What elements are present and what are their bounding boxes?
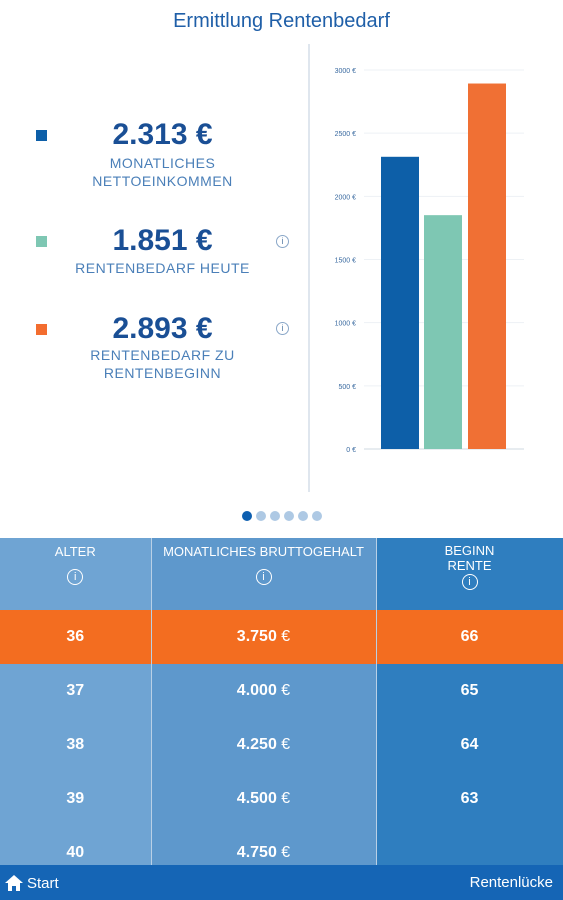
currency: € [281, 682, 291, 699]
table-row[interactable]: 39 4.500 €63 [0, 772, 563, 826]
cell-beginn: 66 [376, 610, 563, 664]
currency: € [281, 790, 291, 807]
rentenluecke-button[interactable]: Rentenlücke [469, 874, 553, 891]
legend-square-blue [36, 130, 47, 141]
chart-bar [468, 83, 506, 449]
chart-bar [424, 215, 462, 449]
currency: € [281, 628, 291, 645]
currency: € [281, 736, 291, 753]
y-tick-label: 3000 € [335, 68, 357, 75]
y-tick-label: 500 € [338, 384, 356, 391]
metric-label: RENTENBEDARF ZU [90, 347, 235, 363]
start-button[interactable]: Start [4, 874, 59, 892]
column-header-bruttogehalt: MONATLICHES BRUTTOGEHALT i [151, 538, 377, 610]
header-label: ALTER [54, 544, 96, 559]
page-indicator[interactable] [0, 508, 563, 526]
info-icon[interactable]: i [67, 569, 84, 585]
gehalt-value: 3.750 [236, 628, 277, 645]
metric-label: MONATLICHES [109, 155, 216, 171]
page-dot[interactable] [311, 511, 322, 521]
page-dot[interactable] [255, 511, 266, 521]
metric-label: RENTENBEDARF HEUTE [75, 260, 250, 276]
bar-chart: 0 € 500 € 1000 € 1500 € 2000 € 2500 € 3000 € [335, 68, 524, 454]
metric-label: NETTOEINKOMMEN [92, 173, 233, 189]
legend-square-orange [36, 324, 47, 335]
metric-value: 1.851 € [112, 224, 213, 257]
y-tick-label: 0 € [346, 447, 356, 454]
cell-gehalt: 4.500 € [151, 772, 377, 826]
table-row[interactable]: 37 4.000 €65 [0, 664, 563, 718]
start-label: Start [27, 874, 59, 892]
cell-gehalt: 3.750 € [151, 610, 377, 664]
header-label: BEGINN RENTE [444, 543, 495, 573]
cell-alter: 38 [0, 718, 152, 772]
info-icon[interactable]: i [255, 569, 272, 585]
page-dot[interactable] [283, 511, 294, 521]
cell-alter: 37 [0, 664, 152, 718]
page-title: Ermittlung Rentenbedarf [173, 10, 390, 32]
info-icon[interactable]: i [276, 235, 289, 248]
table-row[interactable]: 36 3.750 €66 [0, 610, 563, 664]
currency: € [281, 844, 291, 861]
cell-beginn: 63 [376, 772, 563, 826]
page-dot[interactable] [269, 511, 280, 521]
info-icon[interactable]: i [461, 574, 478, 590]
y-tick-label: 1000 € [335, 321, 357, 328]
cell-beginn: 65 [376, 664, 563, 718]
cell-beginn: 64 [376, 718, 563, 772]
metric-value: 2.893 € [112, 312, 213, 345]
home-icon [5, 875, 23, 891]
cell-gehalt: 4.000 € [151, 664, 377, 718]
gehalt-value: 4.500 [236, 790, 277, 807]
page-dot[interactable] [297, 511, 308, 521]
page-dot[interactable] [241, 511, 252, 521]
metric-label: RENTENBEGINN [103, 365, 222, 381]
gehalt-value: 4.000 [236, 682, 277, 699]
table-row[interactable]: 38 4.250 €64 [0, 718, 563, 772]
cell-alter: 39 [0, 772, 152, 826]
metric-value: 2.313 € [112, 118, 213, 151]
cell-gehalt: 4.250 € [151, 718, 377, 772]
bottom-bar: Start Rentenlücke [0, 865, 563, 900]
y-tick-label: 1500 € [335, 258, 357, 265]
legend-square-green [36, 236, 47, 247]
header-label: MONATLICHES BRUTTOGEHALT [163, 544, 364, 559]
column-header-beginn-rente: BEGINN RENTE i [376, 538, 563, 610]
gehalt-value: 4.750 [236, 844, 277, 861]
data-table: ALTER i MONATLICHES BRUTTOGEHALT i BEGIN… [0, 538, 563, 880]
cell-alter: 36 [0, 610, 152, 664]
y-tick-label: 2000 € [335, 194, 357, 201]
gehalt-value: 4.250 [236, 736, 277, 753]
vertical-divider [308, 44, 310, 492]
column-header-alter: ALTER i [0, 538, 152, 610]
y-tick-label: 2500 € [335, 131, 357, 138]
info-icon[interactable]: i [276, 322, 289, 335]
chart-bar [381, 156, 419, 449]
